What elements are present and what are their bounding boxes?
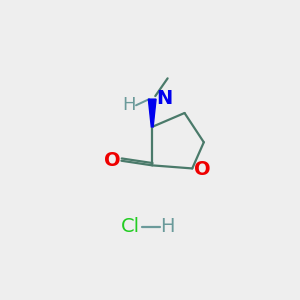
Text: H: H bbox=[122, 96, 136, 114]
Text: N: N bbox=[156, 89, 172, 108]
Text: O: O bbox=[194, 160, 211, 179]
Text: H: H bbox=[160, 218, 175, 236]
Text: O: O bbox=[104, 151, 121, 170]
Text: Cl: Cl bbox=[121, 218, 140, 236]
Polygon shape bbox=[148, 99, 156, 127]
